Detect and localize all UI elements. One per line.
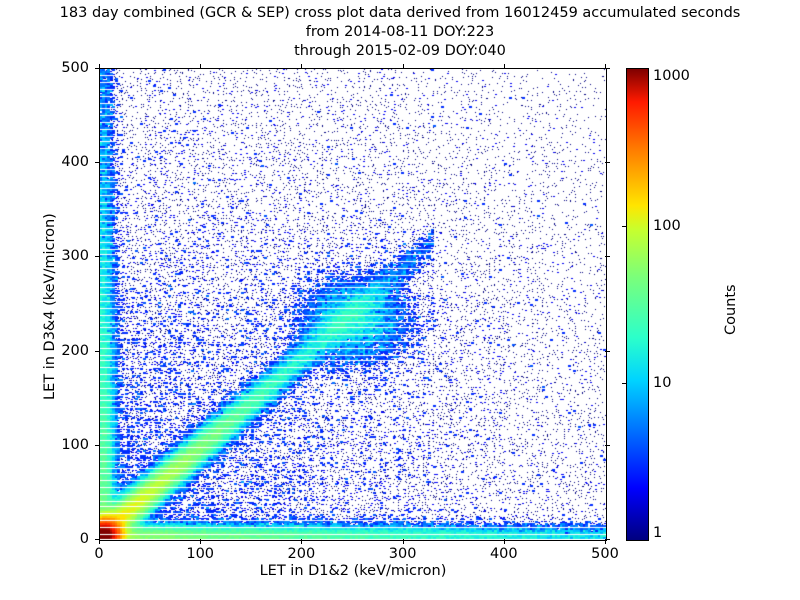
y-tick-label: 400 bbox=[61, 154, 89, 171]
colorbar-tick-mark bbox=[622, 225, 627, 227]
y-axis-label: LET in D3&4 (keV/micron) bbox=[42, 213, 58, 400]
plot-title: 183 day combined (GCR & SEP) cross plot … bbox=[0, 4, 800, 61]
x-tick-label: 300 bbox=[388, 546, 417, 562]
x-tick-mark bbox=[503, 539, 505, 544]
y-tick-label: 0 bbox=[79, 531, 89, 547]
colorbar-tick-label: 100 bbox=[653, 217, 681, 234]
colorbar-title: Counts bbox=[723, 284, 739, 335]
x-tick-mark bbox=[99, 539, 100, 544]
y-tick-label: 300 bbox=[61, 248, 89, 265]
x-tick-mark-top bbox=[301, 64, 303, 69]
y-tick-mark bbox=[95, 350, 100, 352]
x-tick-mark-top bbox=[503, 64, 505, 69]
x-tick-mark-top bbox=[99, 64, 100, 69]
y-tick-label: 200 bbox=[61, 342, 89, 359]
x-tick-mark-top bbox=[605, 64, 606, 69]
x-tick-label: 100 bbox=[186, 546, 215, 562]
y-tick-label: 500 bbox=[61, 60, 89, 76]
x-tick-label: 500 bbox=[591, 546, 619, 562]
title-line-2: from 2014-08-11 DOY:223 bbox=[305, 24, 495, 40]
colorbar-tick-mark bbox=[622, 383, 627, 385]
y-tick-mark-right bbox=[605, 68, 610, 69]
y-tick-mark-right bbox=[605, 350, 610, 352]
y-tick-mark-right bbox=[605, 256, 610, 258]
x-tick-mark bbox=[402, 539, 404, 544]
y-tick-mark bbox=[95, 539, 100, 540]
y-tick-mark bbox=[95, 256, 100, 258]
y-tick-mark-right bbox=[605, 539, 610, 540]
x-tick-mark bbox=[200, 539, 202, 544]
plot-area bbox=[99, 68, 607, 541]
y-tick-label: 100 bbox=[61, 436, 89, 453]
colorbar-gradient bbox=[627, 69, 648, 540]
x-tick-mark bbox=[301, 539, 303, 544]
density-scatter-plot bbox=[100, 69, 606, 540]
y-tick-mark-right bbox=[605, 162, 610, 164]
y-tick-mark bbox=[95, 162, 100, 164]
title-line-3: through 2015-02-09 DOY:040 bbox=[294, 43, 506, 59]
x-axis-label: LET in D1&2 (keV/micron) bbox=[259, 563, 447, 579]
x-tick-label: 0 bbox=[94, 546, 104, 562]
colorbar-tick-label: 10 bbox=[653, 375, 672, 392]
title-line-1: 183 day combined (GCR & SEP) cross plot … bbox=[59, 5, 741, 21]
colorbar-tick-label: 1000 bbox=[653, 68, 690, 84]
x-tick-label: 200 bbox=[287, 546, 316, 562]
y-tick-mark bbox=[95, 444, 100, 446]
colorbar bbox=[626, 68, 649, 541]
x-tick-mark bbox=[605, 539, 606, 544]
x-tick-mark-top bbox=[402, 64, 404, 69]
x-tick-label: 400 bbox=[489, 546, 518, 562]
y-tick-mark bbox=[95, 68, 100, 69]
x-tick-mark-top bbox=[200, 64, 202, 69]
colorbar-tick-label: 1 bbox=[653, 525, 663, 541]
y-tick-mark-right bbox=[605, 444, 610, 446]
